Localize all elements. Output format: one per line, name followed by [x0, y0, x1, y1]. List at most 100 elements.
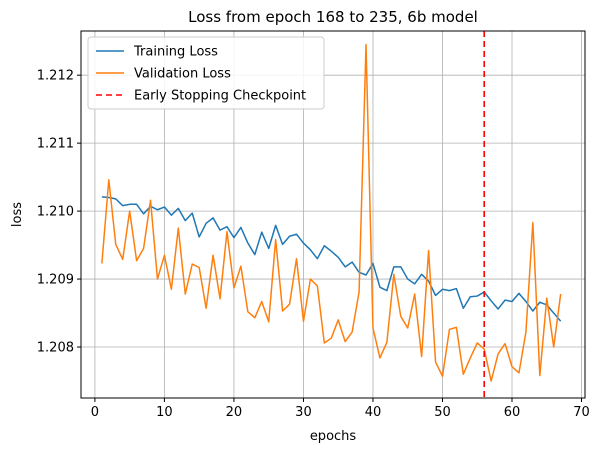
series-validation-loss-point — [191, 263, 193, 265]
series-validation-loss-point — [511, 366, 513, 368]
series-validation-loss-point — [212, 254, 214, 256]
series-validation-loss-point — [407, 327, 409, 329]
x-tick-label: 50 — [434, 405, 451, 420]
series-training-loss-point — [156, 209, 158, 211]
series-validation-loss-point — [483, 348, 485, 350]
series-validation-loss-point — [233, 287, 235, 289]
series-training-loss-point — [400, 266, 402, 268]
series-training-loss-point — [497, 308, 499, 310]
series-training-loss-point — [386, 289, 388, 291]
series-training-loss-point — [288, 235, 290, 237]
series-training-loss-point — [128, 203, 130, 205]
series-training-loss-point — [490, 300, 492, 302]
series-training-loss-point — [539, 301, 541, 303]
series-validation-loss-point — [553, 346, 555, 348]
series-training-loss-point — [316, 257, 318, 259]
series-validation-loss-point — [337, 319, 339, 321]
series-training-loss-point — [219, 229, 221, 231]
series-training-loss-point — [274, 224, 276, 226]
series-training-loss-point — [469, 296, 471, 298]
series-validation-loss-point — [344, 340, 346, 342]
series-validation-loss-point — [261, 300, 263, 302]
series-validation-loss-point — [240, 265, 242, 267]
series-validation-loss-point — [427, 249, 429, 251]
series-validation-loss-point — [274, 238, 276, 240]
series-validation-loss-line — [101, 43, 562, 382]
series-training-loss-point — [191, 212, 193, 214]
series-training-loss-point — [351, 261, 353, 263]
x-tick-label: 60 — [504, 405, 521, 420]
series-training-loss-point — [379, 286, 381, 288]
series-training-loss-point — [101, 196, 103, 198]
legend-box — [87, 36, 325, 110]
series-training-loss-point — [261, 231, 263, 233]
x-tick-label: 0 — [91, 405, 99, 420]
series-validation-loss-point — [462, 373, 464, 375]
series-validation-loss-point — [455, 326, 457, 328]
series-training-loss-point — [233, 236, 235, 238]
series-training-loss-point — [254, 253, 256, 255]
series-training-loss-point — [504, 299, 506, 301]
series-training-loss-point — [407, 278, 409, 280]
series-validation-loss-point — [198, 266, 200, 268]
x-tick-label: 20 — [226, 405, 243, 420]
series-validation-loss-point — [184, 293, 186, 295]
series-training-loss-point — [462, 307, 464, 309]
series-training-loss-point — [441, 288, 443, 290]
series-training-loss-point — [267, 247, 269, 249]
series-validation-loss-point — [135, 260, 137, 262]
series-training-loss-point — [240, 226, 242, 228]
series-validation-loss-point — [413, 293, 415, 295]
series-validation-loss-point — [323, 342, 325, 344]
series-training-loss-point — [163, 206, 165, 208]
series-validation-loss-point — [101, 262, 103, 264]
series-training-loss-point — [323, 245, 325, 247]
series-validation-loss-point — [518, 372, 520, 374]
series-training-loss-point — [309, 249, 311, 251]
series-validation-loss-point — [163, 254, 165, 256]
series-validation-loss-point — [358, 291, 360, 293]
series-validation-loss-point — [469, 357, 471, 359]
series-validation-loss-point — [142, 247, 144, 249]
series-validation-loss-point — [219, 298, 221, 300]
series-training-loss-point — [330, 250, 332, 252]
x-tick-label: 30 — [295, 405, 312, 420]
x-tick-label: 40 — [365, 405, 382, 420]
legend: Training Loss Validation Loss Early Stoppi… — [87, 36, 325, 110]
series-training-loss-point — [198, 236, 200, 238]
legend-label: Early Stopping Checkpoint — [134, 89, 306, 104]
series-validation-loss-point — [539, 374, 541, 376]
series-validation-loss-point — [420, 355, 422, 357]
y-tick-label: 1.208 — [37, 341, 74, 356]
series-validation-loss-point — [128, 210, 130, 212]
series-training-loss-point — [393, 266, 395, 268]
series-training-loss-point — [434, 294, 436, 296]
series-validation-loss-point — [156, 278, 158, 280]
series-validation-loss-point — [288, 303, 290, 305]
series-layer — [101, 31, 562, 398]
series-training-loss-point — [142, 213, 144, 215]
series-validation-loss-point — [525, 331, 527, 333]
series-training-loss-point — [427, 280, 429, 282]
series-validation-loss-point — [434, 361, 436, 363]
series-validation-loss-point — [267, 321, 269, 323]
series-validation-loss-point — [379, 357, 381, 359]
y-tick-label: 1.209 — [37, 273, 74, 288]
series-validation-loss-point — [400, 315, 402, 317]
series-validation-loss-point — [393, 273, 395, 275]
series-validation-loss-point — [302, 320, 304, 322]
series-training-loss-point — [448, 289, 450, 291]
series-validation-loss-point — [546, 297, 548, 299]
series-training-loss-point — [518, 292, 520, 294]
series-validation-loss-point — [122, 258, 124, 260]
series-validation-loss-point — [372, 327, 374, 329]
series-validation-loss-point — [226, 230, 228, 232]
series-training-loss-point — [532, 310, 534, 312]
series-training-loss-point — [476, 295, 478, 297]
series-validation-loss-point — [205, 307, 207, 309]
series-training-loss-point — [511, 300, 513, 302]
series-validation-loss-point — [504, 342, 506, 344]
series-validation-loss-point — [149, 199, 151, 201]
series-training-loss-point — [212, 217, 214, 219]
series-validation-loss-point — [476, 342, 478, 344]
